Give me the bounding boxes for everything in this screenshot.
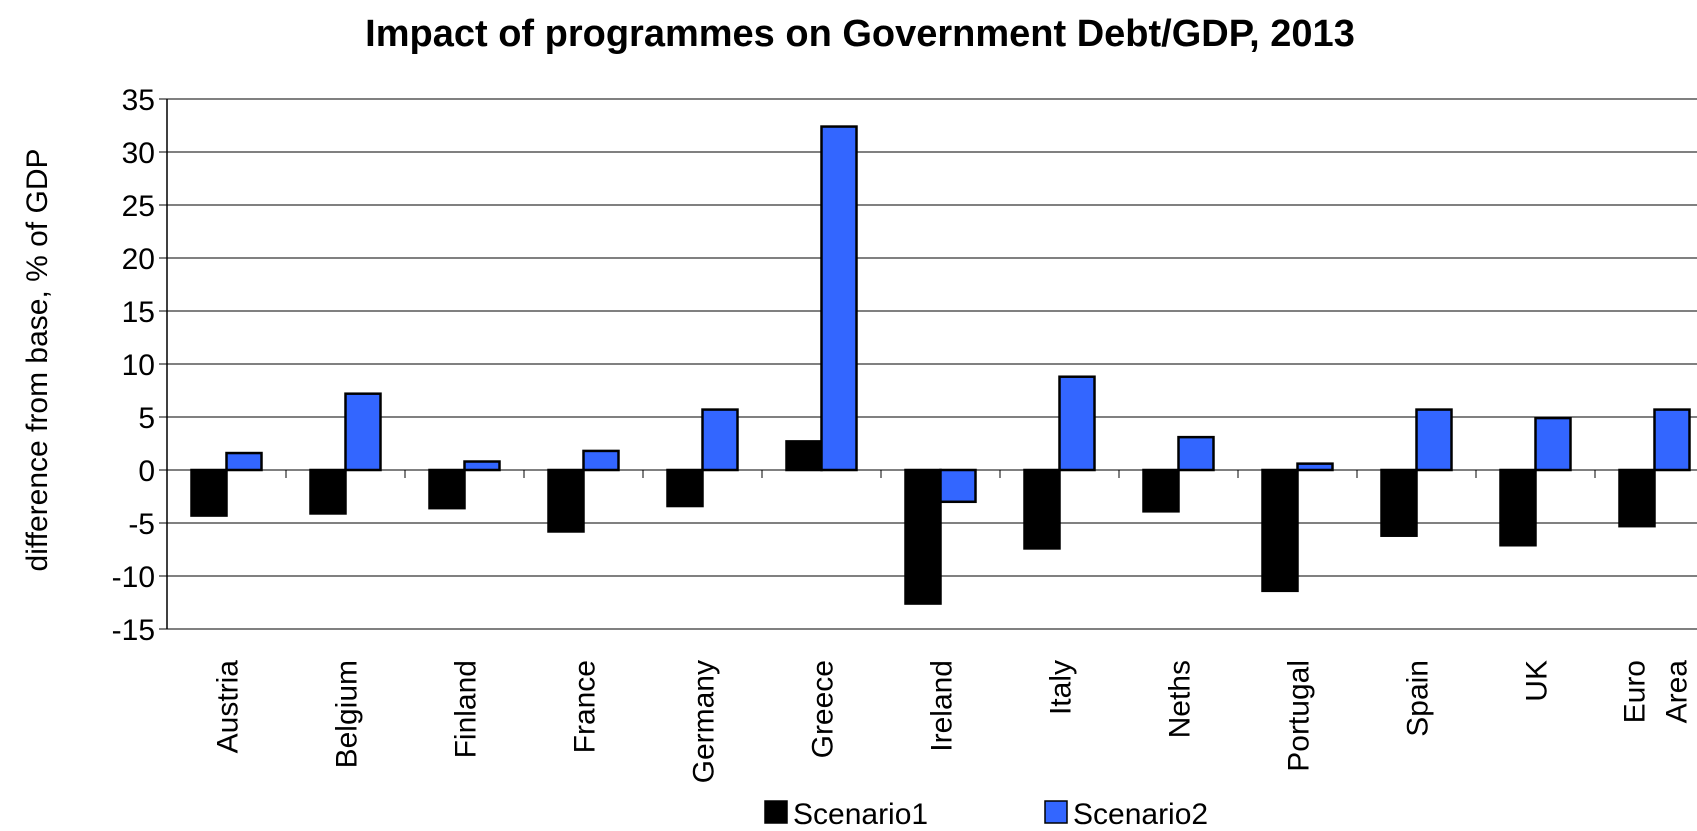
x-tick-label-group: Belgium [331,660,364,768]
bar-scenario1-euro-area [1618,468,1656,528]
legend-swatch-scenario1 [764,800,788,824]
x-tick-label-group: Greece [807,660,840,758]
legend-swatch-scenario2 [1044,800,1068,824]
legend: Scenario1 Scenario2 [764,798,1208,831]
legend-label-scenario1: Scenario1 [793,798,928,831]
x-tick-label: Spain [1402,660,1435,737]
y-axis-label: difference from base, % of GDP [21,149,54,572]
y-tick-label: -10 [112,561,155,594]
bar-scenario2-portugal [1296,462,1334,472]
y-tick-label: -15 [112,614,155,647]
y-tick-label: 5 [138,402,155,435]
bar-scenario1-portugal [1261,468,1299,593]
x-tick-label: Finland [450,660,483,758]
x-axis-ticks: Austria Belgium Finland France Germany Greece… [212,660,1694,784]
bar-scenario1-finland [428,468,466,510]
x-tick-label-group: Euro Area [1619,660,1694,724]
bars [190,125,1691,605]
axes [166,99,1596,629]
y-tick-label: -5 [128,508,155,541]
bar-scenario1-austria [190,468,228,517]
y-tick-label: 0 [138,455,155,488]
bar-scenario2-belgium [344,392,382,472]
chart-title: Impact of programmes on Government Debt/… [365,13,1355,55]
bar-scenario1-neths [1142,468,1180,513]
x-tick-label-group: Finland [450,660,483,758]
x-tick-label: Neths [1164,660,1197,738]
x-tick-label-group: UK [1521,660,1554,702]
bar-scenario2-greece [820,125,858,472]
x-tick-label-group: Neths [1164,660,1197,738]
bar-scenario2-spain [1415,408,1453,472]
bar-scenario1-spain [1380,468,1418,537]
x-tick-label: Germany [688,660,721,783]
bar-scenario1-ireland [904,468,942,605]
x-tick-label-group: Austria [212,660,245,754]
bar-scenario2-italy [1058,375,1096,472]
x-tick-label-group: France [569,660,602,753]
bar-scenario1-italy [1023,468,1061,550]
bar-scenario2-finland [463,460,501,472]
bar-scenario1-germany [666,468,704,508]
x-tick-label: Portugal [1283,660,1316,772]
x-tick-label-group: Germany [688,660,721,783]
y-tick-label: 20 [122,243,155,276]
y-tick-label: 10 [122,349,155,382]
bar-scenario2-uk [1534,416,1572,472]
x-tick-label-group: Ireland [926,660,959,752]
bar-scenario1-uk [1499,468,1537,547]
x-tick-label: Ireland [926,660,959,752]
bar-scenario2-neths [1177,435,1215,472]
y-tick-label: 35 [122,84,155,117]
x-tick-label: France [569,660,602,753]
x-tick-label: UK [1521,660,1554,702]
y-tick-label: 15 [122,296,155,329]
x-tick-label: Austria [212,660,245,754]
bar-scenario2-ireland [939,468,977,504]
bar-scenario2-austria [225,451,263,472]
bar-scenario1-belgium [309,468,347,515]
x-tick-label: Greece [807,660,840,758]
bar-scenario1-greece [785,440,823,472]
y-tick-label: 30 [122,137,155,170]
y-tick-label: 25 [122,190,155,223]
bar-scenario1-france [547,468,585,533]
x-tick-label-group: Italy [1045,660,1078,715]
bar-scenario2-france [582,449,620,472]
x-tick-label: Belgium [331,660,364,768]
x-tick-label-group: Spain [1402,660,1435,737]
x-tick-label: Area [1661,660,1694,724]
bar-scenario2-euro-area [1653,408,1691,472]
x-tick-label: Italy [1045,660,1078,715]
x-tick-label: Euro [1619,660,1652,723]
x-tick-label-group: Portugal [1283,660,1316,772]
y-axis-ticks: 35 30 25 20 15 10 5 0 -5 -10 -15 [112,84,167,647]
legend-label-scenario2: Scenario2 [1073,798,1208,831]
bar-scenario2-germany [701,408,739,472]
